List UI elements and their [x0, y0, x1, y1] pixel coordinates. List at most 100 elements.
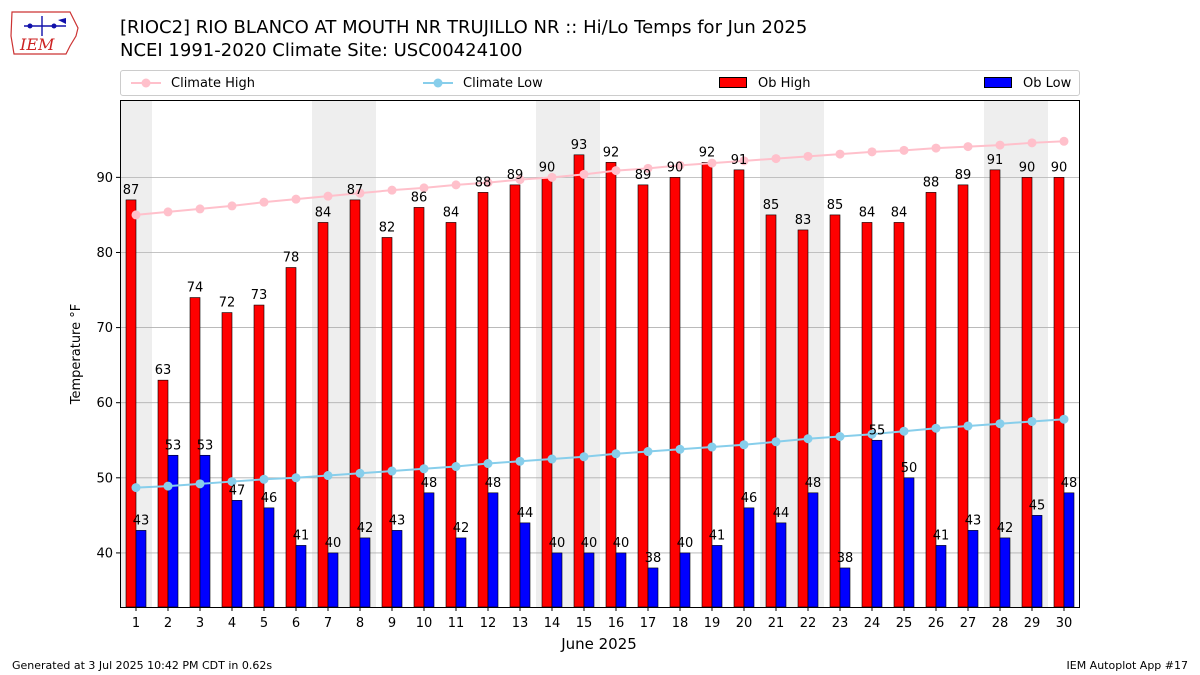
iem-logo: IEM: [8, 6, 82, 60]
legend-ob-low: Ob Low: [984, 71, 1071, 95]
ob-high-value-label: 88: [475, 175, 492, 190]
climate-high-point: [291, 194, 301, 204]
legend-climate-high-label: Climate High: [171, 75, 256, 91]
climate-high-point: [963, 142, 973, 152]
ob-low-bar: [583, 552, 595, 608]
ob-high-value-label: 63: [155, 363, 172, 378]
ob-low-bar: [135, 530, 147, 608]
climate-low-point: [611, 449, 621, 459]
ob-low-value-label: 45: [1029, 498, 1046, 513]
climate-low-point: [195, 479, 205, 489]
climate-low-point: [739, 440, 749, 450]
ob-high-bar: [893, 222, 905, 608]
ob-high-value-label: 86: [411, 190, 428, 205]
climate-high-point: [579, 169, 589, 179]
ob-high-value-label: 89: [507, 168, 524, 183]
climate-high-point: [675, 160, 685, 170]
legend-ob-low-swatch: [984, 77, 1012, 88]
climate-high-point: [1027, 138, 1037, 148]
ob-low-value-label: 43: [389, 513, 406, 528]
climate-low-point: [835, 431, 845, 441]
climate-high-point: [739, 156, 749, 166]
x-tick-label: 1: [132, 616, 140, 631]
climate-low-point: [803, 434, 813, 444]
climate-high-point: [1059, 136, 1069, 146]
ob-high-value-label: 93: [571, 138, 588, 153]
ob-low-value-label: 48: [485, 476, 502, 491]
climate-low-point: [419, 464, 429, 474]
ob-high-bar: [221, 312, 233, 608]
ob-low-bar: [871, 439, 883, 608]
data-labels: 87 43 63 53 74 53 72 47 73 46 78 41 84 40 87 42 82 43 86 48…: [123, 138, 1078, 566]
x-tick-label: 25: [896, 616, 913, 631]
generated-footer: Generated at 3 Jul 2025 10:42 PM CDT in …: [12, 659, 273, 672]
legend-ob-high-label: Ob High: [758, 75, 811, 91]
climate-low-point: [355, 468, 365, 478]
y-tick-label-80: 80: [96, 246, 113, 261]
climate-high-point: [131, 210, 141, 220]
ob-low-value-label: 40: [677, 536, 694, 551]
ob-high-value-label: 92: [699, 145, 716, 160]
ob-low-value-label: 48: [805, 476, 822, 491]
ob-low-value-label: 42: [997, 521, 1014, 536]
x-tick-label: 15: [576, 616, 593, 631]
ob-low-value-label: 41: [709, 528, 726, 543]
x-tick-label: 6: [292, 616, 300, 631]
climate-high-point: [995, 140, 1005, 150]
ob-high-value-label: 91: [731, 153, 748, 168]
climate-low-point: [323, 471, 333, 481]
legend-ob-high-swatch: [719, 77, 747, 88]
x-tick-label: 13: [512, 616, 529, 631]
x-tick-label: 11: [448, 616, 465, 631]
climate-low-point: [131, 483, 141, 493]
ob-high-bar: [477, 192, 489, 608]
y-tick-label-90: 90: [96, 171, 113, 186]
climate-high-point: [451, 180, 461, 190]
climate-low-point: [1059, 414, 1069, 424]
ob-high-bar: [733, 169, 745, 608]
chart-legend: Climate High Climate Low Ob High Ob Low: [120, 70, 1080, 96]
climate-high-point: [931, 143, 941, 153]
x-tick-label: 22: [800, 616, 817, 631]
x-tick-label: 17: [640, 616, 657, 631]
ob-high-bar: [1021, 177, 1033, 608]
climate-high-point: [835, 149, 845, 159]
ob-high-value-label: 90: [539, 160, 556, 175]
ob-low-value-label: 42: [357, 521, 374, 536]
ob-high-value-label: 84: [859, 205, 876, 220]
ob-low-value-label: 48: [1061, 476, 1078, 491]
ob-low-bar: [423, 492, 435, 608]
grid-lines: [120, 176, 1079, 554]
ob-low-value-label: 40: [581, 536, 598, 551]
ob-high-bar: [285, 267, 297, 608]
climate-high-point: [387, 185, 397, 195]
climate-high-line: [135, 140, 1065, 216]
climate-low-point: [515, 456, 525, 466]
ob-high-bar: [381, 237, 393, 608]
climate-high-point: [195, 204, 205, 214]
ob-high-value-label: 83: [795, 213, 812, 228]
ob-high-bar: [925, 192, 937, 608]
ob-high-value-label: 90: [1019, 160, 1036, 175]
climate-high-point: [483, 178, 493, 188]
x-tick-label: 9: [388, 616, 396, 631]
ob-low-value-label: 40: [325, 536, 342, 551]
x-tick-label: 2: [164, 616, 172, 631]
x-tick-label: 19: [704, 616, 721, 631]
ob-low-bar: [231, 500, 243, 608]
ob-low-bar: [359, 537, 371, 608]
legend-climate-high: Climate High: [129, 71, 255, 95]
climate-high-point: [867, 147, 877, 157]
ob-low-value-label: 40: [613, 536, 630, 551]
ob-low-bar: [455, 537, 467, 608]
ob-high-value-label: 78: [283, 250, 300, 265]
climate-high-point: [707, 158, 717, 168]
ob-low-value-label: 53: [197, 438, 214, 453]
climate-low-point: [259, 474, 269, 484]
ob-high-value-label: 85: [827, 198, 844, 213]
x-tick-label: 26: [928, 616, 945, 631]
climate-low-point: [1027, 416, 1037, 426]
climate-low-point: [931, 423, 941, 433]
